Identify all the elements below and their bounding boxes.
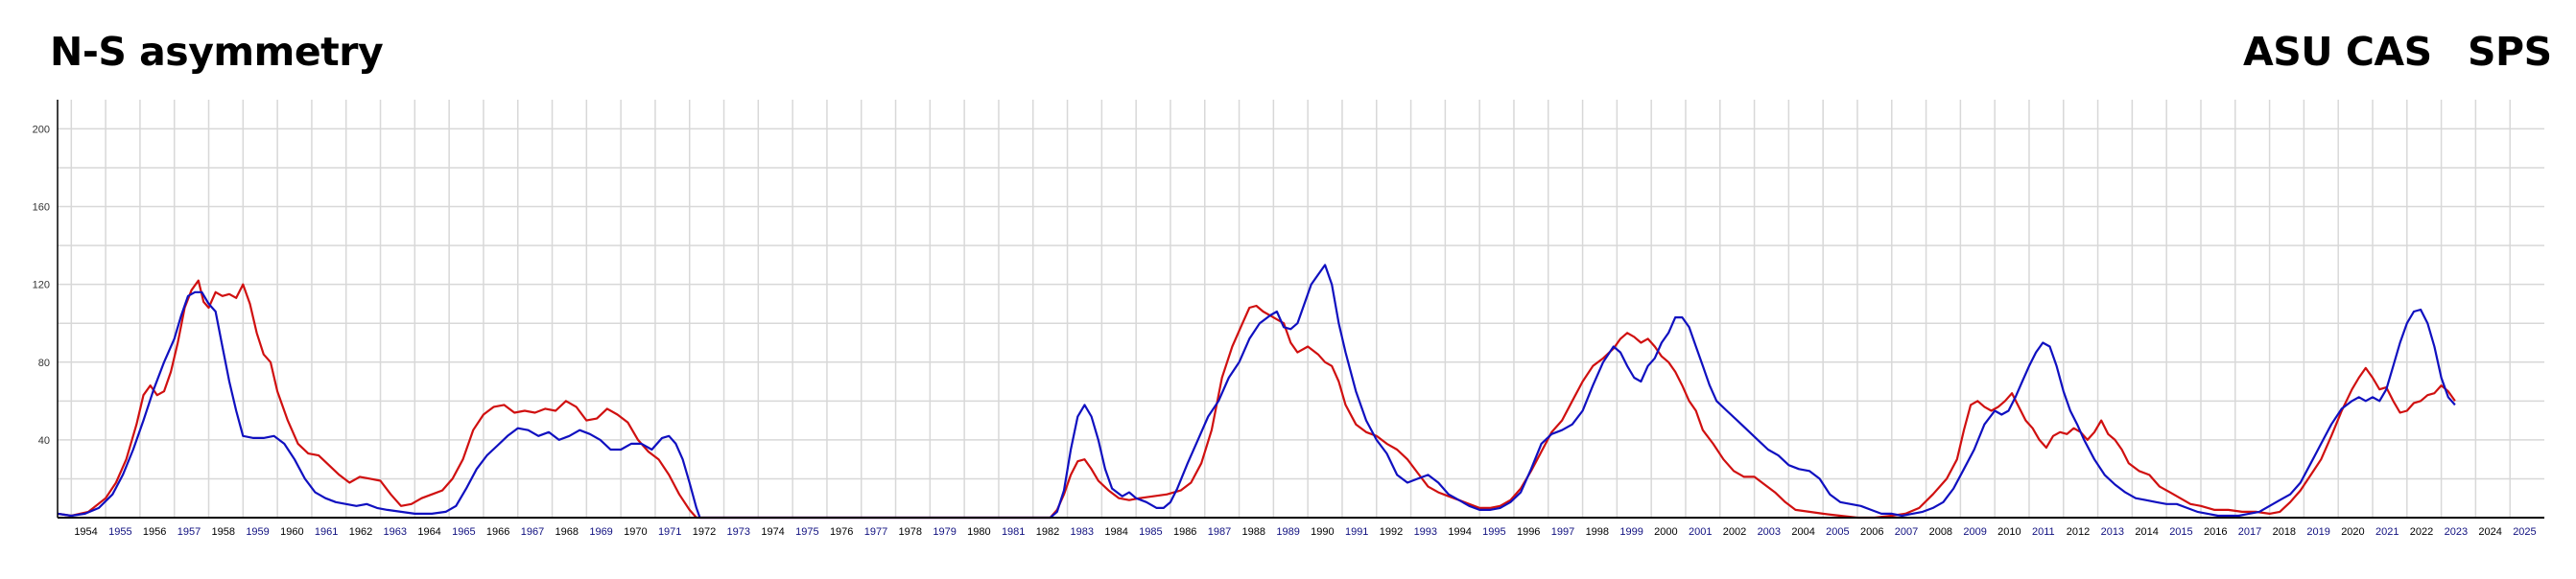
- x-tick-label: 1992: [1380, 526, 1403, 538]
- x-tick-label: 2021: [2375, 526, 2399, 538]
- x-tick-label: 1977: [864, 526, 887, 538]
- x-tick-label: 1986: [1173, 526, 1196, 538]
- chart-grid: [58, 100, 2544, 518]
- x-tick-label: 2007: [1895, 526, 1918, 538]
- x-tick-label: 1997: [1551, 526, 1574, 538]
- x-tick-label: 1991: [1345, 526, 1368, 538]
- y-tick-label: 120: [33, 280, 50, 291]
- x-tick-label: 2004: [1791, 526, 1814, 538]
- chart-title: N-S asymmetry: [50, 29, 384, 75]
- x-tick-label: 1975: [795, 526, 818, 538]
- x-tick-label: 1969: [589, 526, 612, 538]
- x-tick-label: 1970: [624, 526, 647, 538]
- x-tick-label: 2000: [1654, 526, 1677, 538]
- x-tick-label: 2015: [2169, 526, 2192, 538]
- x-tick-label: 1989: [1276, 526, 1299, 538]
- x-tick-label: 1984: [1104, 526, 1127, 538]
- x-tick-label: 2013: [2101, 526, 2124, 538]
- x-tick-label: 1961: [315, 526, 338, 538]
- y-tick-label: 200: [33, 124, 50, 135]
- x-tick-label: 1972: [693, 526, 716, 538]
- x-tick-label: 1988: [1242, 526, 1265, 538]
- x-tick-label: 2003: [1758, 526, 1781, 538]
- chart-series: [57, 264, 2456, 520]
- y-tick-label: 160: [33, 202, 50, 214]
- x-tick-label: 2024: [2478, 526, 2501, 538]
- series-line-south: [57, 264, 2456, 520]
- y-tick-label: 40: [38, 435, 50, 447]
- x-tick-label: 1994: [1448, 526, 1471, 538]
- y-axis-ticks: 40 80 120 160 200: [33, 124, 50, 446]
- x-tick-label: 1964: [417, 526, 440, 538]
- x-tick-label: 1973: [727, 526, 750, 538]
- x-tick-label: 1979: [933, 526, 956, 538]
- x-tick-label: 2018: [2273, 526, 2296, 538]
- x-tick-label: 1976: [830, 526, 853, 538]
- x-tick-label: 1999: [1619, 526, 1642, 538]
- organization-label: ASU CAS: [2243, 29, 2432, 75]
- x-tick-label: 1960: [280, 526, 303, 538]
- y-tick-label: 80: [38, 358, 50, 369]
- x-tick-label: 1958: [212, 526, 235, 538]
- x-tick-label: 1981: [1002, 526, 1025, 538]
- x-tick-label: 2008: [1929, 526, 1952, 538]
- x-tick-label: 1982: [1036, 526, 1059, 538]
- x-tick-label: 1965: [452, 526, 475, 538]
- x-tick-label: 1955: [108, 526, 131, 538]
- x-tick-label: 2025: [2513, 526, 2536, 538]
- x-tick-label: 1954: [74, 526, 97, 538]
- x-tick-label: 1978: [899, 526, 922, 538]
- x-tick-label: 2017: [2238, 526, 2261, 538]
- x-tick-label: 2022: [2410, 526, 2433, 538]
- x-axis-ticks: 1954 1955 1956 1957 1958 1959 1960 1961 1962 1963…: [74, 526, 2536, 538]
- x-tick-label: 2010: [1997, 526, 2021, 538]
- x-tick-label: 2020: [2341, 526, 2364, 538]
- x-tick-label: 1962: [349, 526, 372, 538]
- x-tick-label: 2005: [1826, 526, 1849, 538]
- x-tick-label: 2023: [2445, 526, 2468, 538]
- organization-label-2: SPS: [2468, 29, 2552, 75]
- x-tick-label: 2006: [1860, 526, 1883, 538]
- series-line-north: [57, 279, 2456, 520]
- x-tick-label: 1966: [486, 526, 509, 538]
- x-tick-label: 1974: [761, 526, 784, 538]
- x-tick-label: 1967: [521, 526, 544, 538]
- x-tick-label: 1990: [1311, 526, 1334, 538]
- x-tick-label: 1963: [384, 526, 407, 538]
- x-tick-label: 2016: [2204, 526, 2227, 538]
- chart-axes: [57, 100, 2544, 519]
- x-tick-label: 1996: [1517, 526, 1540, 538]
- x-tick-label: 1998: [1586, 526, 1609, 538]
- x-tick-label: 1995: [1482, 526, 1505, 538]
- x-tick-label: 2002: [1723, 526, 1746, 538]
- x-tick-label: 2019: [2306, 526, 2329, 538]
- x-tick-label: 1968: [555, 526, 579, 538]
- x-tick-label: 2009: [1963, 526, 1986, 538]
- x-tick-label: 1987: [1208, 526, 1231, 538]
- x-tick-label: 1985: [1139, 526, 1162, 538]
- x-tick-label: 1980: [967, 526, 990, 538]
- x-tick-label: 1983: [1071, 526, 1094, 538]
- x-tick-label: 1959: [246, 526, 269, 538]
- x-tick-label: 2011: [2032, 526, 2055, 538]
- x-tick-label: 1956: [143, 526, 166, 538]
- x-tick-label: 1993: [1414, 526, 1437, 538]
- x-tick-label: 1971: [658, 526, 681, 538]
- x-tick-label: 1957: [177, 526, 201, 538]
- x-tick-label: 2012: [2067, 526, 2090, 538]
- x-tick-label: 2014: [2135, 526, 2158, 538]
- x-tick-label: 2001: [1689, 526, 1712, 538]
